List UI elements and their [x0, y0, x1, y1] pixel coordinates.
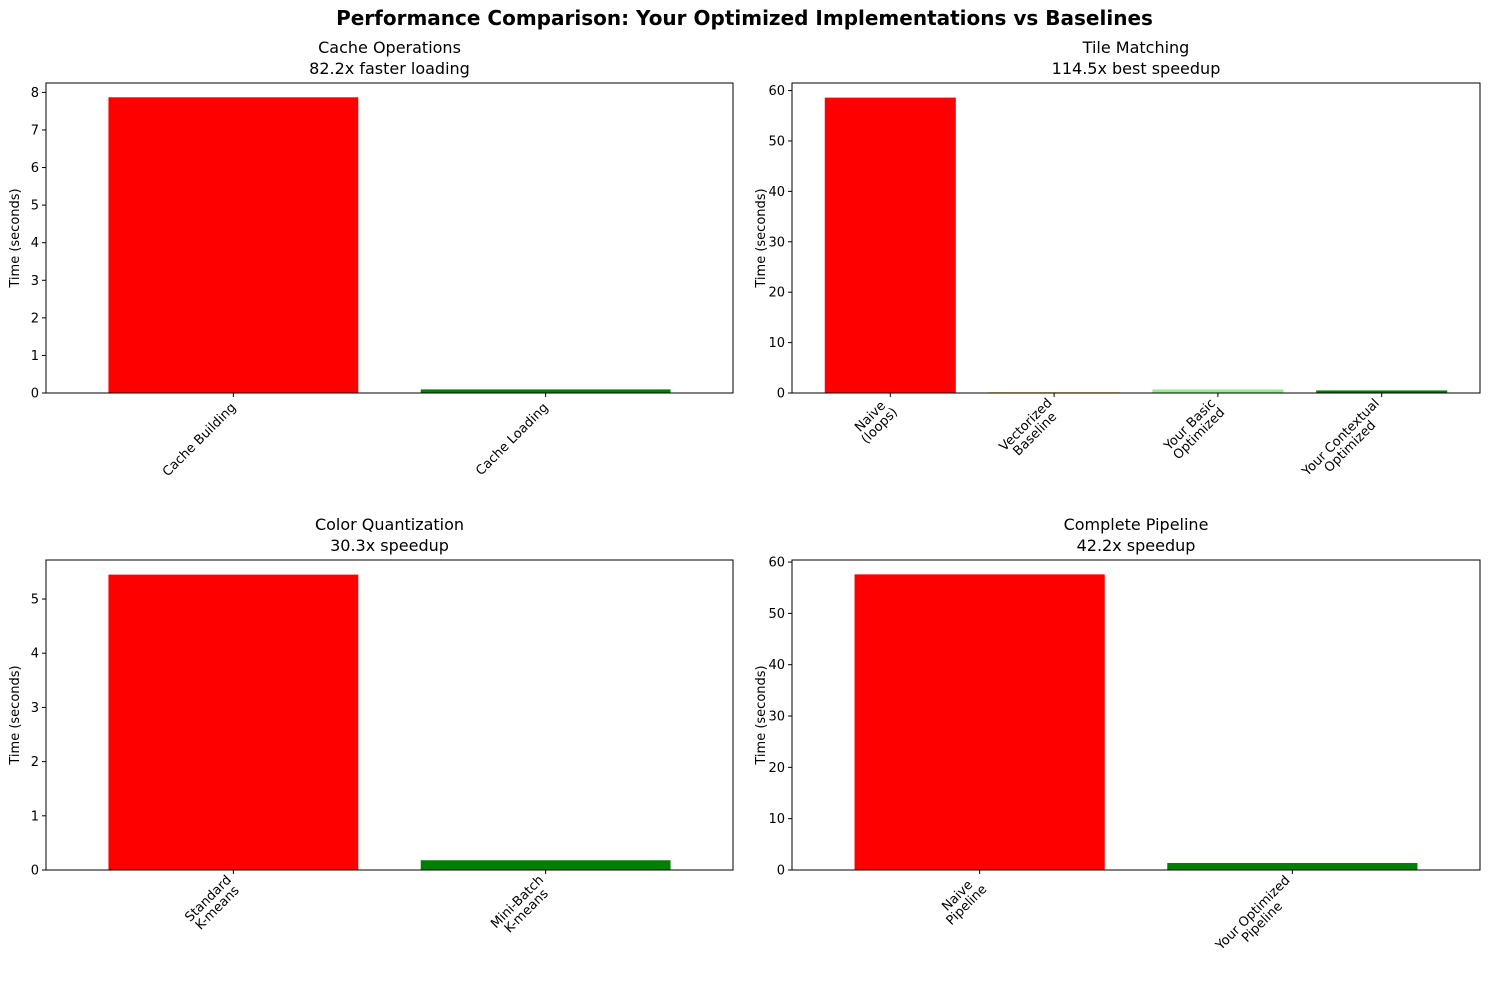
x-tick-label: Your ContextualOptimized	[1299, 396, 1392, 489]
bar	[1316, 390, 1448, 393]
chart-subtitle: 42.2x speedup	[1077, 536, 1196, 555]
bar	[108, 574, 359, 870]
y-tick-label: 10	[768, 336, 785, 351]
bar	[420, 389, 671, 393]
y-axis-label: Time (seconds)	[754, 188, 769, 288]
bar	[420, 860, 671, 870]
x-tick-label: Naive(loops)	[849, 396, 900, 447]
y-tick-label: 2	[31, 755, 39, 770]
y-tick-label: 30	[768, 710, 785, 725]
axes-frame	[791, 82, 1481, 394]
y-tick-label: 1	[31, 349, 39, 364]
bar	[854, 574, 1105, 870]
y-tick-label: 7	[31, 123, 39, 138]
y-tick-label: 0	[777, 387, 785, 402]
y-tick-label: 3	[31, 274, 39, 289]
y-axis-label: Time (seconds)	[8, 665, 23, 765]
axes-frame	[45, 559, 734, 871]
y-tick-label: 1	[31, 809, 39, 824]
y-tick-label: 60	[768, 84, 785, 99]
axes-frame	[45, 82, 734, 394]
y-tick-label: 5	[31, 199, 39, 214]
chart-panel-1: Cache Operations 82.2x faster loading 0 1 2 3…	[8, 38, 734, 480]
y-tick-label: 10	[768, 812, 785, 827]
chart-title: Complete Pipeline	[1064, 515, 1209, 534]
bar	[1152, 389, 1284, 393]
axes-frame	[791, 559, 1481, 871]
y-tick-label: 4	[31, 647, 39, 662]
y-axis-label: Time (seconds)	[754, 665, 769, 765]
y-tick-label: 2	[31, 311, 39, 326]
y-tick-label: 5	[31, 593, 39, 608]
y-tick-label: 40	[768, 185, 785, 200]
x-tick-label: NaivePipeline	[934, 873, 990, 929]
y-tick-label: 8	[31, 86, 39, 101]
chart-panel-3: Color Quantization 30.3x speedup 0 1 2 3 4 5 Tim…	[8, 515, 734, 941]
chart-title: Color Quantization	[315, 515, 464, 534]
figure-title: Performance Comparison: Your Optimized I…	[336, 6, 1153, 30]
y-tick-label: 3	[31, 701, 39, 716]
bar	[1167, 862, 1418, 870]
y-axis-label: Time (seconds)	[8, 188, 23, 288]
y-tick-label: 30	[768, 235, 785, 250]
chart-title: Tile Matching	[1082, 38, 1190, 57]
x-tick-label: Cache Loading	[473, 400, 551, 478]
bar	[824, 97, 956, 393]
x-tick-label: Your OptimizedPipeline	[1213, 873, 1303, 963]
y-tick-label: 0	[777, 864, 785, 879]
y-tick-label: 20	[768, 761, 785, 776]
y-tick-label: 50	[768, 134, 785, 149]
chart-subtitle: 82.2x faster loading	[309, 59, 470, 78]
y-tick-label: 4	[31, 236, 39, 251]
chart-subtitle: 30.3x speedup	[330, 536, 449, 555]
y-tick-label: 0	[31, 387, 39, 402]
y-tick-label: 6	[31, 161, 39, 176]
y-tick-label: 40	[768, 658, 785, 673]
x-tick-label: Your BasicOptimized	[1161, 396, 1228, 463]
chart-subtitle: 114.5x best speedup	[1052, 59, 1221, 78]
x-tick-label: Cache Building	[160, 400, 239, 479]
x-tick-label: Mini-BatchK-means	[488, 873, 556, 941]
chart-title: Cache Operations	[318, 38, 461, 57]
bar	[108, 97, 359, 394]
x-tick-label: StandardK-means	[182, 873, 244, 935]
y-tick-label: 20	[768, 286, 785, 301]
x-tick-label: VectorizedBaseline	[997, 396, 1065, 464]
chart-panel-4: Complete Pipeline 42.2x speedup 0 10 20 30 40 5…	[754, 515, 1481, 963]
y-tick-label: 0	[31, 864, 39, 879]
y-tick-label: 60	[768, 556, 785, 571]
y-tick-label: 50	[768, 607, 785, 622]
chart-panel-2: Tile Matching 114.5x best speedup 0 10 20 30 4…	[754, 38, 1481, 489]
